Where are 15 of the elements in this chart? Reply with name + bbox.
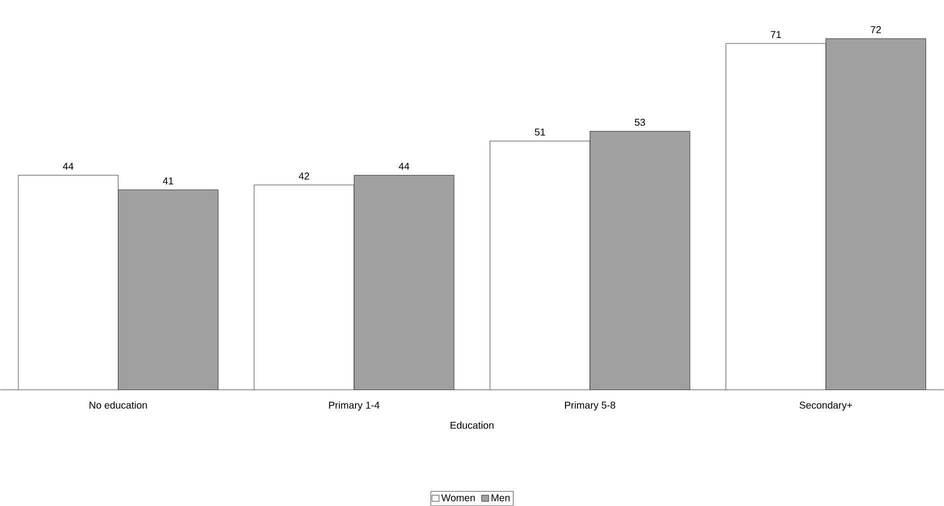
x-tick-label: Primary 1-4: [329, 401, 380, 411]
legend-label: Women: [441, 494, 475, 502]
data-label: 42: [298, 172, 310, 180]
data-label: 41: [162, 178, 174, 184]
data-label: 44: [62, 162, 74, 170]
data-label: 51: [534, 128, 546, 136]
legend-label: Men: [492, 494, 510, 502]
data-label: 44: [398, 162, 410, 170]
data-label: 53: [634, 118, 646, 126]
x-tick-label: No education: [90, 401, 147, 409]
x-tick-label: Secondary+: [800, 401, 852, 411]
x-axis-title: Education: [450, 422, 494, 429]
data-label: 71: [770, 31, 781, 38]
data-label: 72: [870, 26, 881, 34]
x-tick-label: Primary 5-8: [565, 401, 616, 411]
